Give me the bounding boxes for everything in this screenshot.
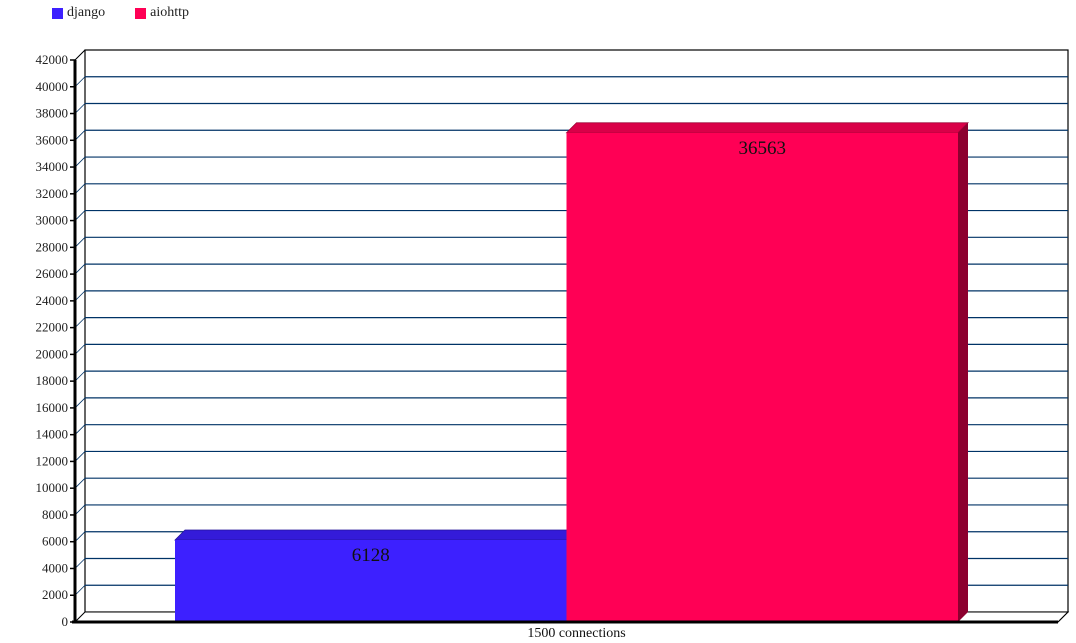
y-tick-label: 6000 — [42, 534, 68, 549]
y-tick-label: 0 — [62, 614, 69, 629]
data-label-django: 6128 — [352, 545, 390, 566]
gridline-diagonal — [74, 397, 86, 409]
legend-swatch — [52, 7, 63, 19]
y-tick-label: 4000 — [42, 560, 68, 575]
y-tick-label: 22000 — [36, 320, 69, 335]
y-tick-label: 28000 — [36, 239, 69, 254]
y-tick-label: 24000 — [36, 293, 69, 308]
y-tick-label: 42000 — [36, 52, 69, 67]
y-tick-label: 20000 — [36, 346, 69, 361]
bar-django — [175, 540, 567, 622]
y-tick-label: 26000 — [36, 266, 69, 281]
legend-item-django: django — [52, 5, 105, 21]
gridline-diagonal — [74, 210, 86, 221]
gridline-diagonal — [74, 370, 86, 382]
axis-corner-diagonal — [1057, 611, 1069, 623]
gridline-diagonal — [74, 263, 86, 275]
gridline-diagonal — [74, 76, 86, 88]
y-tick-label: 8000 — [42, 507, 68, 522]
gridline-diagonal — [74, 558, 86, 569]
gridline-diagonal — [74, 290, 86, 302]
y-tick-label: 36000 — [36, 132, 69, 147]
legend-swatch — [135, 7, 147, 19]
gridline-diagonal — [74, 477, 86, 489]
y-tick-label: 10000 — [36, 480, 69, 495]
gridline-diagonal — [74, 584, 86, 596]
gridline-diagonal — [74, 103, 86, 114]
y-tick-label: 18000 — [36, 373, 69, 388]
bar-top-aiohttp — [565, 122, 969, 134]
gridline-diagonal — [74, 451, 86, 462]
y-tick-label: 14000 — [36, 427, 69, 442]
y-tick-label: 16000 — [36, 400, 69, 415]
gridline-diagonal — [74, 237, 86, 248]
gridline-diagonal — [74, 130, 86, 141]
gridline-diagonal — [74, 531, 86, 542]
axis-corner-diagonal — [74, 49, 86, 61]
y-tick-label: 2000 — [42, 587, 68, 602]
y-tick-label: 12000 — [36, 453, 69, 468]
legend-label: aiohttp — [150, 5, 189, 20]
y-tick-label: 38000 — [36, 106, 69, 121]
legend-label: django — [67, 5, 106, 20]
gridline-diagonal — [74, 424, 86, 435]
y-tick-label: 34000 — [36, 159, 69, 174]
gridline-diagonal — [74, 344, 86, 355]
y-tick-label: 30000 — [36, 213, 69, 228]
gridline-diagonal — [74, 504, 86, 516]
data-label-aiohttp: 36563 — [739, 138, 787, 159]
y-tick-label: 40000 — [36, 79, 69, 94]
legend: django aiohttp — [52, 5, 189, 21]
legend-item-aiohttp: aiohttp — [135, 5, 189, 21]
bar-side-aiohttp — [958, 122, 968, 623]
x-tick-label: 1500 connections — [527, 626, 625, 641]
y-tick-label: 32000 — [36, 186, 69, 201]
gridline-diagonal — [74, 156, 86, 168]
gridline-diagonal — [74, 317, 86, 328]
bar-top-django — [174, 529, 578, 541]
gridline-diagonal — [74, 183, 86, 195]
bar-aiohttp — [566, 132, 958, 622]
